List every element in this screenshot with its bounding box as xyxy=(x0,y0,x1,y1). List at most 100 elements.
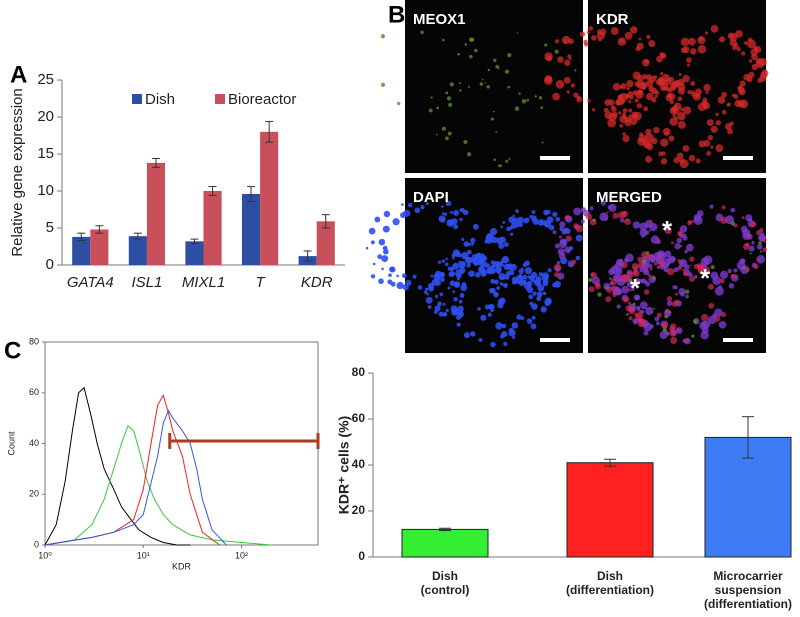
cell-dot xyxy=(634,81,641,88)
cell-dot xyxy=(458,81,462,85)
cell-dot xyxy=(720,216,728,224)
cell-dot xyxy=(652,307,655,310)
cell-dot xyxy=(519,273,522,277)
cell-dot xyxy=(645,155,653,163)
cell-dot xyxy=(554,243,560,249)
image-meox1 xyxy=(405,0,583,173)
cell-dot xyxy=(453,281,461,288)
cell-dot xyxy=(651,97,657,103)
cell-dot xyxy=(468,270,475,277)
cell-dot xyxy=(437,301,442,307)
legend-swatch xyxy=(132,94,142,104)
asterisk: * xyxy=(662,215,673,245)
cell-dot xyxy=(441,205,444,208)
cell-dot xyxy=(588,278,593,282)
cell-dot xyxy=(531,210,536,215)
cell-dot xyxy=(617,95,622,100)
cell-dot xyxy=(756,258,760,262)
cell-dot xyxy=(434,294,439,299)
cell-dot xyxy=(624,257,629,263)
cell-dot xyxy=(511,221,519,229)
cell-dot xyxy=(452,256,455,260)
cell-dot xyxy=(528,294,534,300)
cell-dot xyxy=(596,31,606,40)
cell-dot xyxy=(505,270,511,277)
cell-dot xyxy=(677,111,686,121)
cell-dot xyxy=(631,287,635,291)
cell-dot xyxy=(656,238,660,241)
cell-dot xyxy=(414,207,421,214)
cell-dot xyxy=(707,134,714,141)
cell-dot xyxy=(520,267,524,271)
cell-dot xyxy=(458,264,463,269)
cell-dot xyxy=(370,240,375,245)
cell-dot xyxy=(389,266,396,273)
cell-dot xyxy=(669,99,674,105)
cell-dot xyxy=(669,330,677,337)
cell-dot xyxy=(465,256,473,265)
cell-dot xyxy=(612,212,619,219)
cell-dot xyxy=(544,223,549,227)
cell-dot xyxy=(463,255,468,259)
cell-dot xyxy=(705,91,709,95)
cell-dot xyxy=(546,209,551,215)
cell-dot xyxy=(457,310,463,316)
cell-dot xyxy=(632,221,641,229)
cell-dot xyxy=(568,38,574,45)
cell-dot xyxy=(516,221,524,228)
cell-dot xyxy=(673,267,679,273)
cell-dot xyxy=(710,145,714,149)
cell-dot xyxy=(642,268,650,276)
cell-dot xyxy=(680,107,684,112)
cell-dot xyxy=(493,279,499,285)
cell-dot xyxy=(637,317,642,322)
cell-dot xyxy=(697,44,707,54)
cell-dot xyxy=(636,74,644,83)
x-tick-label: 10¹ xyxy=(137,550,150,560)
cell-dot xyxy=(489,268,496,275)
cell-dot xyxy=(662,328,668,333)
cell-dot xyxy=(669,323,677,330)
cell-dot xyxy=(605,285,609,289)
cell-dot xyxy=(467,85,470,88)
cell-dot xyxy=(677,87,685,95)
x-tick-label: Dish xyxy=(597,569,623,583)
cell-dot xyxy=(458,299,463,304)
scale-bars xyxy=(540,156,753,342)
cell-dot xyxy=(700,257,710,267)
cell-dot xyxy=(761,69,769,77)
cell-dot xyxy=(442,302,446,306)
cell-dot xyxy=(552,211,558,217)
cell-dot xyxy=(590,272,597,279)
cell-dot xyxy=(526,217,530,221)
cell-dot xyxy=(447,266,452,271)
cell-dot xyxy=(478,338,483,342)
x-tick-label: (differentiation) xyxy=(704,597,792,611)
cell-dot xyxy=(668,311,671,314)
cell-dot xyxy=(735,30,743,38)
cell-dot xyxy=(448,102,453,108)
cell-dot xyxy=(637,256,643,262)
cell-dot xyxy=(559,221,566,228)
cell-dot xyxy=(442,216,446,220)
cell-dot xyxy=(461,237,465,241)
cell-dot xyxy=(441,212,445,215)
cell-dot xyxy=(486,85,490,89)
cell-dot xyxy=(459,267,466,274)
cell-dot xyxy=(654,316,660,322)
cell-dot xyxy=(649,75,656,83)
cell-dot xyxy=(762,237,767,243)
cell-dot xyxy=(669,107,677,115)
cell-dot xyxy=(654,94,658,99)
cell-dot xyxy=(380,82,386,87)
cell-dot xyxy=(688,37,696,46)
cell-dot xyxy=(456,277,460,281)
cell-dot xyxy=(484,304,490,310)
bar xyxy=(241,193,261,265)
cell-dot xyxy=(400,212,407,219)
bar xyxy=(90,229,109,265)
cell-dot xyxy=(643,289,650,295)
cell-dot xyxy=(459,89,462,92)
cell-dot xyxy=(634,313,639,318)
cell-dot xyxy=(690,81,696,87)
